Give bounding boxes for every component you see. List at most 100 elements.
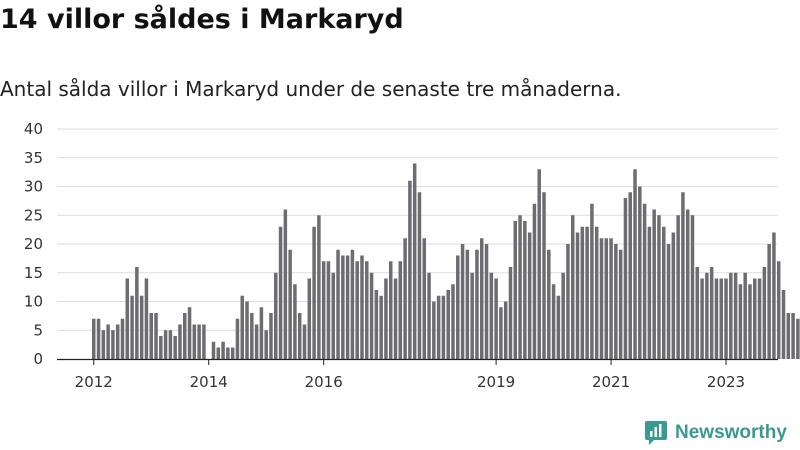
bar [211, 341, 216, 359]
bar [111, 330, 115, 359]
bar [513, 221, 518, 359]
bar [537, 169, 541, 359]
bar [690, 215, 695, 359]
bar [283, 209, 288, 359]
bar [733, 272, 738, 359]
bar [408, 180, 412, 359]
y-tick-label: 30 [24, 178, 43, 196]
y-tick-label: 5 [33, 321, 43, 339]
x-tick-label: 2023 [707, 373, 745, 391]
y-axis-ticks: 0 5 10 15 20 25 30 35 40 [24, 120, 43, 368]
bar [460, 244, 465, 359]
bar [494, 278, 498, 359]
y-tick-label: 35 [24, 149, 43, 167]
bar [590, 203, 594, 359]
bar [767, 244, 771, 359]
bar [709, 267, 714, 359]
bar [216, 347, 221, 359]
bar [221, 341, 225, 359]
chart-subtitle: Antal sålda villor i Markaryd under de s… [0, 77, 622, 101]
bar [355, 261, 359, 359]
bar [379, 295, 383, 359]
bar [762, 267, 767, 359]
bar [374, 290, 379, 359]
bar [609, 238, 613, 359]
bar [432, 301, 436, 359]
x-tick-label: 2014 [190, 373, 228, 391]
bar [436, 295, 441, 359]
bar [417, 192, 422, 359]
bar [427, 272, 431, 359]
bar [633, 169, 637, 359]
bar [341, 255, 345, 359]
bar [230, 347, 235, 359]
bar [470, 272, 474, 359]
bar [599, 238, 604, 359]
bar [398, 261, 403, 359]
bar [144, 278, 149, 359]
newsworthy-logo-icon [645, 421, 667, 445]
bar [202, 324, 206, 359]
bar [705, 272, 709, 359]
bar [274, 272, 278, 359]
bar [96, 318, 101, 359]
bar [719, 278, 723, 359]
bar [422, 238, 427, 359]
bar [288, 249, 292, 359]
brand-name: Newsworthy [675, 422, 787, 443]
bar [115, 324, 120, 359]
bar [317, 215, 321, 359]
bar [159, 336, 163, 359]
bar-chart: 0 5 10 15 20 25 30 35 40 2012 2014 2016 2019 2021 202… [24, 120, 800, 391]
bar [796, 318, 800, 359]
bar [293, 284, 297, 359]
bar [403, 238, 407, 359]
bar [781, 290, 786, 359]
bar [130, 295, 134, 359]
bar [326, 261, 331, 359]
bar [235, 318, 240, 359]
bar [307, 278, 312, 359]
bar [297, 313, 302, 359]
bar [594, 226, 599, 359]
bar [365, 261, 369, 359]
bar [738, 284, 743, 359]
bar [724, 278, 728, 359]
bar [566, 244, 570, 359]
bar [149, 313, 153, 359]
bar [652, 209, 656, 359]
bar [666, 244, 671, 359]
bar [388, 261, 393, 359]
y-tick-label: 20 [24, 235, 43, 253]
bar [489, 272, 494, 359]
bar [350, 249, 355, 359]
bar [245, 301, 249, 359]
bar [681, 192, 685, 359]
bar [623, 198, 628, 359]
bar [676, 215, 680, 359]
bar [523, 221, 527, 359]
x-tick-label: 2019 [477, 373, 515, 391]
y-tick-label: 40 [24, 120, 43, 138]
bar [753, 278, 757, 359]
bar [614, 244, 618, 359]
bar [192, 324, 197, 359]
bar [671, 232, 676, 359]
brand-logo: Newsworthy [644, 420, 787, 446]
bar [561, 272, 565, 359]
bar [551, 284, 556, 359]
bar [542, 192, 546, 359]
bar [312, 226, 316, 359]
bar [786, 313, 791, 359]
bar [360, 255, 364, 359]
bar [302, 324, 307, 359]
bar [451, 284, 455, 359]
y-tick-label: 25 [24, 206, 43, 224]
bar [700, 278, 704, 359]
bar [484, 244, 489, 359]
bar [604, 238, 609, 359]
bar [168, 330, 173, 359]
bar [647, 226, 652, 359]
y-tick-label: 10 [24, 293, 43, 311]
bar [503, 301, 508, 359]
